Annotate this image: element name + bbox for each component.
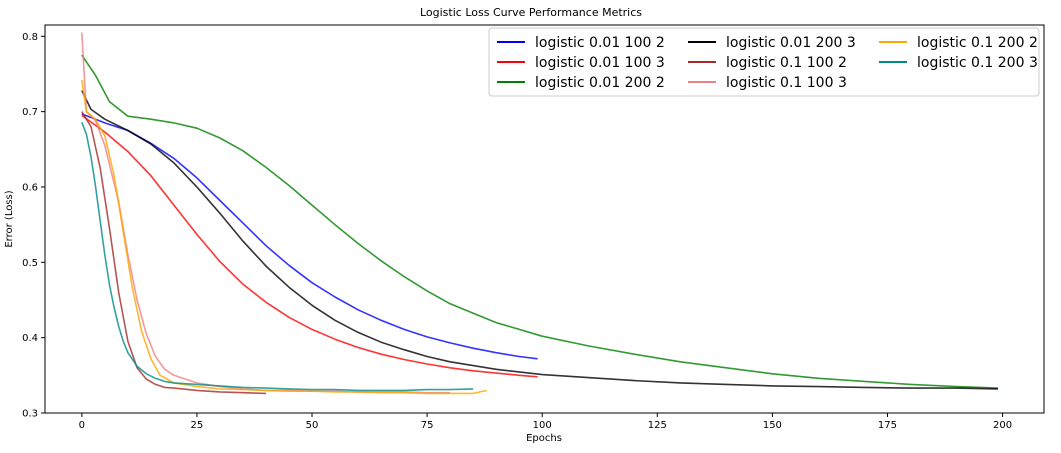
y-tick-label: 0.7 (22, 107, 38, 118)
legend-label: logistic 0.01 200 2 (535, 75, 665, 91)
x-tick-label: 125 (648, 420, 667, 431)
chart-title: Logistic Loss Curve Performance Metrics (420, 6, 642, 19)
series-line (81, 121, 474, 392)
series-line (81, 54, 999, 389)
x-tick-label: 25 (191, 420, 204, 431)
legend-label: logistic 0.1 200 3 (917, 55, 1038, 71)
y-tick-label: 0.3 (22, 409, 38, 420)
y-tick-label: 0.4 (22, 333, 38, 344)
series-line (81, 113, 538, 360)
x-tick-label: 50 (306, 420, 319, 431)
y-axis-label: Error (Loss) (4, 190, 15, 247)
axis-ticks: 0 25 50 75 100 125 150 175 200 0.3 0.4 0.5 0.6 0.7 0.8 (22, 32, 1012, 431)
series-line (81, 79, 488, 395)
x-tick-label: 75 (421, 420, 434, 431)
legend-label: logistic 0.1 100 3 (726, 75, 847, 91)
y-tick-label: 0.6 (22, 182, 38, 193)
y-tick-label: 0.8 (22, 32, 38, 43)
x-axis-label: Epochs (526, 433, 562, 444)
x-tick-label: 200 (993, 420, 1012, 431)
legend-label: logistic 0.01 100 2 (535, 35, 665, 51)
legend-label: logistic 0.01 200 3 (726, 35, 856, 51)
legend-box (488, 27, 1040, 97)
x-tick-label: 150 (763, 420, 782, 431)
legend: logistic 0.01 100 2 logistic 0.01 100 3 lo… (488, 27, 1040, 97)
plot-frame (44, 24, 1045, 414)
series-line (81, 90, 999, 390)
series-line (81, 111, 267, 395)
legend-label: logistic 0.01 100 3 (535, 55, 665, 71)
series-lines (81, 32, 999, 395)
series-line (81, 114, 538, 378)
y-tick-label: 0.5 (22, 258, 38, 269)
x-tick-label: 175 (878, 420, 897, 431)
x-tick-label: 0 (79, 420, 85, 431)
legend-label: logistic 0.1 200 2 (917, 35, 1038, 51)
x-tick-label: 100 (533, 420, 552, 431)
legend-label: logistic 0.1 100 2 (726, 55, 847, 71)
